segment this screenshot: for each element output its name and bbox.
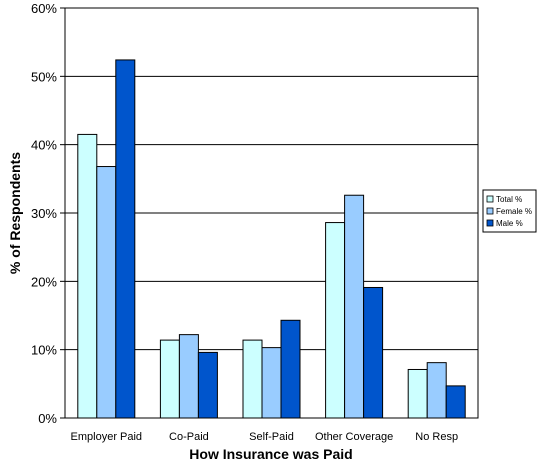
bar (325, 222, 346, 419)
bar (197, 351, 218, 419)
y-tick-label: 30% (31, 206, 57, 221)
bar (344, 194, 365, 419)
x-category-label: Co-Paid (169, 431, 209, 443)
legend: Total % Female % Male % (482, 189, 537, 233)
y-axis-title: % of Respondents (7, 152, 23, 274)
y-tick-label: 40% (31, 138, 57, 153)
y-tick-label: 10% (31, 343, 57, 358)
y-tick-label: 20% (31, 274, 57, 289)
x-category-labels: Employer Paid Co-Paid Self-Paid Other Cover… (71, 431, 459, 443)
bar (77, 133, 98, 419)
bar (407, 368, 428, 419)
legend-swatch (486, 207, 494, 215)
y-tick-label: 60% (31, 1, 57, 16)
y-tick-label: 50% (31, 69, 57, 84)
bar (242, 339, 263, 419)
legend-label: Female % (496, 207, 532, 216)
legend-label: Total % (496, 195, 522, 204)
x-category-label: Other Coverage (315, 431, 393, 443)
bar (426, 362, 447, 419)
bar (261, 347, 282, 419)
x-category-label: No Resp (415, 431, 458, 443)
bars (77, 59, 466, 419)
x-category-label: Employer Paid (71, 431, 143, 443)
x-category-label: Self-Paid (249, 431, 294, 443)
bar (96, 166, 117, 419)
bar (159, 339, 180, 419)
y-tick-labels: 0% 10% 20% 30% 40% 50% 60% (31, 1, 57, 426)
bar (178, 334, 199, 419)
bar (363, 286, 384, 419)
bar (115, 59, 136, 419)
legend-swatch (486, 219, 494, 227)
bar (445, 385, 466, 419)
legend-swatch (486, 195, 494, 203)
bar (280, 319, 301, 419)
legend-label: Male % (496, 219, 523, 228)
y-tick-label: 0% (38, 411, 57, 426)
x-axis-title: How Insurance was Paid (189, 446, 352, 462)
